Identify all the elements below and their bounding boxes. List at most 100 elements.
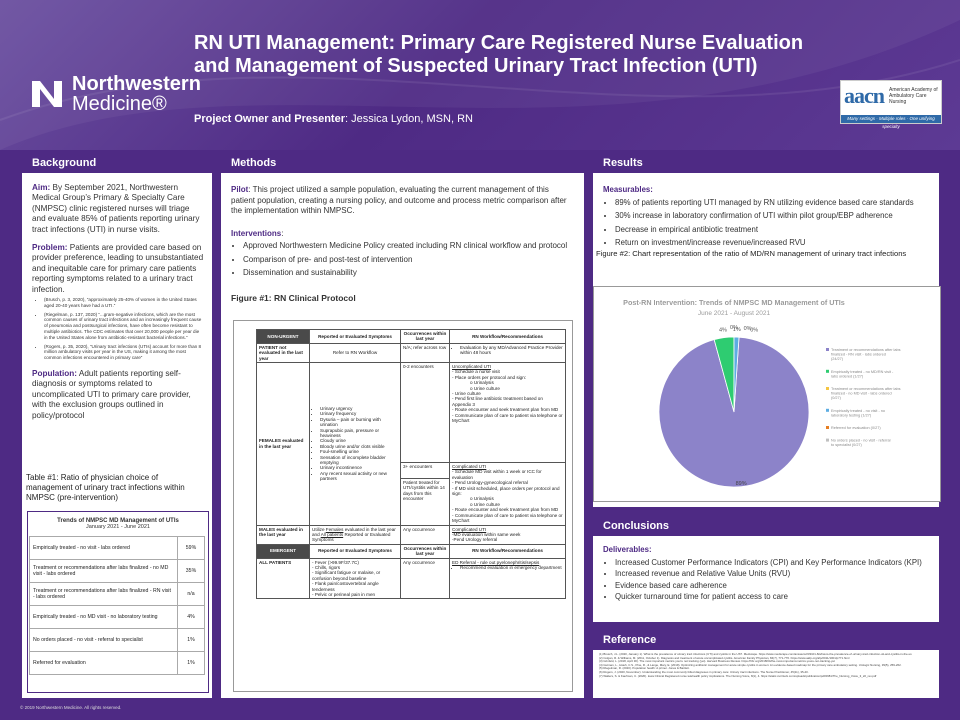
- list-item: - Fever (>99.9F/37.7C): [312, 559, 359, 565]
- list-item: - Route encounter and seek treatment pla…: [452, 407, 559, 413]
- problem-paragraph: Problem: Patients are provided care base…: [32, 243, 204, 295]
- header-symptoms: Reported or Evaluated Symptoms: [309, 329, 401, 344]
- list-item: Foul-smelling urine: [320, 449, 398, 454]
- aim-text: By September 2021, Northwestern Medical …: [32, 183, 200, 234]
- list-item: - Communicate plan of care to patient vi…: [452, 512, 563, 524]
- table-row: ALL PATIENTS - Fever (>99.9F/37.7C) - Ch…: [256, 557, 566, 600]
- list-item: - Flank pain/costovertebral angle tender…: [312, 581, 379, 592]
- reference-item: (2) Colgan, R. & Williams, M. (2011, Oct…: [599, 655, 850, 660]
- list-item: - Schedule a nurse visit: [452, 369, 500, 375]
- table-cell-label: Empirically treated - no MD visit - no l…: [29, 605, 178, 629]
- deliverables-label: Deliverables:: [603, 545, 652, 554]
- legend-entry: Referred for evaluation (0/27): [826, 426, 881, 430]
- table-row: FEMALES evaluated in the last year Urina…: [256, 362, 566, 526]
- workflow-title: Complicated UTI: [452, 464, 487, 470]
- row-label-all: ALL PATIENTS: [256, 557, 310, 600]
- list-item: - Place orders per protocol and sign:: [452, 374, 527, 380]
- workflow-complicated: Complicated UTI - Schedule MD visit with…: [449, 462, 566, 526]
- list-item: o Urine culture: [470, 501, 500, 507]
- poster-title: RN UTI Management: Primary Care Register…: [194, 32, 834, 78]
- conclusions-panel: Conclusions Deliverables: Increased Cust…: [593, 516, 939, 622]
- ref-item: (Brusch, p. 3, 2020), “approximately 25-…: [44, 297, 204, 309]
- list-item: Evaluation by any MD/Advanced Practice P…: [460, 345, 563, 356]
- list-item: -Pend Urology referral: [452, 537, 498, 543]
- problem-label: Problem:: [32, 243, 68, 253]
- header-nonurgent: NON-URGENT: [256, 329, 310, 344]
- pie-slice: [733, 336, 740, 413]
- list-item: - Pend first line antibiotic treatment b…: [452, 396, 543, 407]
- logo-name-line1: Northwestern: [72, 73, 201, 95]
- list-item: - Pend Urology-gynecological referral: [452, 480, 528, 486]
- occ-3plus: 3+ encounters: [400, 462, 450, 479]
- legend-swatch: [826, 369, 829, 373]
- reference-item: (4) Gutman, L., Hsieh, C.S., Pine, R., &…: [599, 662, 902, 667]
- all-workflow: ED Referral - rule out pyelonephritis/se…: [449, 557, 566, 600]
- interventions-heading: Interventions:: [231, 229, 572, 240]
- table1: Empirically treated - no visit - labs or…: [29, 536, 205, 675]
- deliverables-list: Increased Customer Performance Indicator…: [603, 558, 931, 603]
- table-row: PATIENT not evaluated in the last year R…: [256, 342, 566, 364]
- header-wave-decoration: [0, 0, 960, 150]
- table-row: NON-URGENT Reported or Evaluated Symptom…: [256, 329, 566, 344]
- legend-entry: Empirically treated - no MD/RN visit -la…: [826, 369, 894, 378]
- occ-0-2: 0-2 encounters: [400, 362, 450, 464]
- table-row: Empirically treated - no MD visit - no l…: [29, 605, 205, 629]
- figure1-caption: Figure #1: RN Clinical Protocol: [231, 292, 356, 303]
- row-workflow: Evaluation by any MD/Advanced Practice P…: [449, 342, 566, 364]
- reference-item: (6) Rogers, J. (2020, November). Underst…: [599, 669, 809, 674]
- workflow-title: Complicated UTI: [452, 526, 487, 532]
- list-item: Dysuria – pain or burning with urination: [320, 417, 398, 428]
- figure1-frame: NON-URGENT Reported or Evaluated Symptom…: [233, 320, 573, 692]
- list-item: - If MD visit scheduled, place orders pe…: [452, 485, 560, 497]
- aacn-mark: aacn: [844, 83, 885, 108]
- table1-title: Trends of NMPSC MD Management of UTIs: [57, 518, 179, 524]
- list-item: - Route encounter and seek treatment pla…: [452, 507, 559, 513]
- reference-heading: Reference: [593, 630, 939, 650]
- reference-item: (7) Walters, S. & Kaufman, C. (2020). Io…: [599, 673, 877, 678]
- table-cell-label: Referred for evaluation: [29, 651, 178, 675]
- interventions-label: Interventions: [231, 228, 282, 238]
- population-label: Population:: [32, 369, 78, 379]
- reference-item: (5) Riegelman, R. (2020). Population hea…: [599, 666, 690, 671]
- list-item: - Urine culture: [452, 391, 481, 397]
- list-item: Recommend evaluation in emergency depart…: [460, 565, 563, 570]
- list-item: - Schedule MD visit within 1 week or ICC…: [452, 469, 542, 480]
- northwestern-medicine-logo: Northwestern Medicine®: [30, 74, 201, 114]
- header-workflow: RN Workflow/Recommendations: [449, 543, 566, 559]
- list-item: 30% increase in laboratory confirmation …: [615, 211, 931, 222]
- problem-text: Patients are provided care based on prov…: [32, 243, 204, 294]
- list-item: o Urinalysis: [470, 380, 494, 386]
- pie-data-label: 89%: [736, 481, 747, 487]
- aim-paragraph: Aim: By September 2021, Northwestern Med…: [32, 183, 204, 235]
- title-line2: and Management of Suspected Urinary Trac…: [194, 55, 758, 77]
- legend-label: Treatment or recommendations after labs f…: [831, 348, 901, 361]
- list-item: 89% of patients reporting UTI managed by…: [615, 198, 931, 209]
- table-cell-label: Treatment or recommendations after labs …: [29, 582, 178, 606]
- table-cell-value: n/a: [177, 582, 205, 606]
- header-workflow: RN Workflow/Recommendations: [449, 329, 566, 344]
- males-workflow: Complicated UTI -MD evaluation within sa…: [449, 524, 566, 545]
- chart-subtitle: June 2021 - August 2021: [698, 310, 771, 317]
- table-cell-value: 1%: [177, 628, 205, 652]
- table-cell-value: 4%: [177, 605, 205, 629]
- chart-title: Post-RN Intervention: Trends of NMPSC MD…: [623, 298, 845, 307]
- table1-caption: Table #1: Ratio of physician choice of m…: [26, 473, 185, 502]
- footer-copyright: © 2019 Northwestern Medicine. All rights…: [20, 705, 122, 710]
- reference-item: (3) Grinfeld, L. (2018, April 30). The m…: [599, 659, 835, 664]
- aacn-logo: aacn American Academy of Ambulatory Care…: [840, 80, 942, 129]
- list-item: Comparison of pre- and post-test of inte…: [243, 255, 572, 266]
- list-item: Approved Northwestern Medicine Policy cr…: [243, 241, 572, 252]
- header-emergent: EMERGENT: [256, 543, 310, 559]
- pie-data-label: 0%: [744, 326, 752, 332]
- reference-list: (1) Brusch, J.L. (2020, January 1). What…: [599, 652, 933, 678]
- methods-heading: Methods: [221, 153, 584, 173]
- table-cell-value: 59%: [177, 536, 205, 560]
- table1-frame: Trends of NMPSC MD Management of UTIs Ja…: [27, 511, 209, 693]
- list-item: Urinary frequency: [320, 411, 398, 416]
- population-text: Adult patients reporting self-diagnosis …: [32, 369, 191, 420]
- conclusions-heading: Conclusions: [593, 516, 939, 536]
- results-heading: Results: [593, 153, 939, 173]
- table-row: Referred for evaluation 1%: [29, 651, 205, 675]
- list-item: - Chills, rigors: [312, 564, 341, 570]
- table-cell-label: No orders placed - no visit - referral t…: [29, 628, 178, 652]
